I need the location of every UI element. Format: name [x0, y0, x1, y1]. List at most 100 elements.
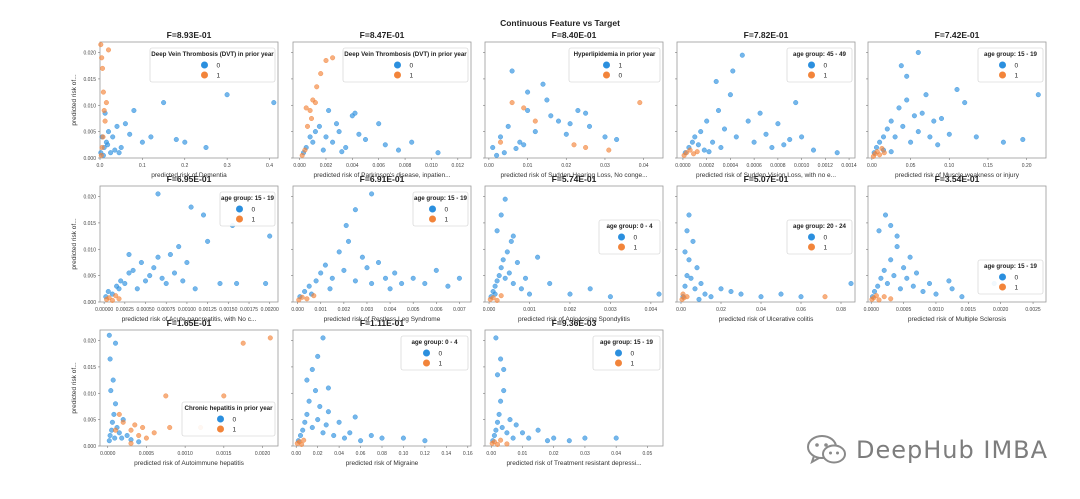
x-tick-label: 0.10 [399, 451, 409, 457]
data-point [876, 228, 882, 234]
data-point [140, 425, 146, 431]
data-point [566, 438, 572, 444]
data-point [109, 419, 115, 425]
x-tick-label: 0.002 [320, 163, 333, 169]
data-point [358, 438, 364, 444]
data-point [877, 139, 883, 145]
data-point [120, 419, 126, 425]
x-tick-label: 0.04 [639, 163, 649, 169]
data-point [409, 139, 415, 145]
legend-marker-1 [808, 71, 815, 79]
data-point [508, 238, 514, 244]
watermark-text: DeepHub IMBA [856, 436, 1049, 464]
data-point [718, 144, 724, 150]
legend-label-0: 0 [1015, 63, 1019, 70]
subplot-12: F=1.11E-01 0.00 0.02 0.04 0.06 0.08 0.10 0.12 0.… [291, 318, 473, 467]
data-point [521, 105, 527, 111]
data-point [299, 152, 305, 158]
y-tick-label: 0.020 [83, 51, 96, 57]
data-point [217, 281, 223, 287]
data-point [888, 118, 894, 124]
data-point [494, 152, 500, 158]
x-tick-label: 0.0008 [770, 163, 786, 169]
data-point [509, 100, 515, 106]
data-point [894, 244, 900, 250]
subplot-title: F=5.07E-01 [744, 174, 789, 184]
data-point [498, 265, 504, 271]
data-point [112, 147, 118, 153]
data-point [376, 260, 382, 266]
data-point [114, 123, 120, 129]
data-point [118, 278, 124, 284]
data-point [119, 435, 125, 441]
series-1 [98, 42, 111, 158]
data-point [105, 142, 111, 148]
data-point [116, 411, 122, 417]
data-point [716, 107, 722, 113]
data-point [514, 260, 520, 266]
y-tick-label: 0.010 [83, 103, 96, 109]
x-tick-label: 0.0005 [896, 307, 912, 313]
x-tick-label: 0.006 [430, 307, 443, 313]
data-point [504, 441, 510, 447]
data-point [304, 377, 310, 383]
data-point [267, 233, 273, 239]
data-point [163, 393, 169, 399]
data-point [303, 105, 309, 111]
data-point [1000, 139, 1006, 145]
data-point [582, 435, 588, 441]
data-point [126, 251, 132, 257]
data-point [535, 427, 541, 433]
data-point [684, 294, 690, 300]
data-point [525, 89, 531, 95]
data-point [346, 238, 352, 244]
legend-marker-1 [999, 283, 1006, 291]
data-point [606, 147, 612, 153]
data-point [307, 107, 313, 113]
data-point [888, 222, 894, 228]
legend-label-0: 0 [439, 351, 443, 358]
subplot-grid: F=8.93E-010.0000.0050.0100.0150.0200.0 0.… [71, 30, 1047, 467]
data-point [513, 145, 519, 151]
data-point [323, 58, 329, 64]
data-point [532, 129, 538, 135]
data-point [696, 296, 702, 302]
data-point [494, 228, 500, 234]
subplot-title: F=9.36E-03 [552, 318, 597, 328]
data-point [544, 97, 550, 103]
legend: age group: 0 - 4 0 1 [598, 219, 661, 255]
data-point [872, 289, 878, 295]
x-tick-label: 0.0015 [216, 451, 232, 457]
x-tick-label: 0.08 [377, 451, 387, 457]
data-point [896, 105, 902, 111]
legend-label-0: 0 [410, 63, 414, 70]
legend-title: age group: 20 - 24 [793, 223, 847, 230]
x-tick-label: 0.02 [716, 307, 726, 313]
data-point [311, 293, 317, 299]
data-point [884, 281, 890, 287]
data-point [492, 283, 498, 289]
y-axis-label: predicted risk of... [71, 74, 78, 125]
x-tick-label: 0.1 [139, 163, 146, 169]
data-point [811, 147, 817, 153]
data-point [939, 115, 945, 121]
data-point [881, 150, 887, 156]
legend-label-0: 0 [233, 417, 237, 424]
data-point [122, 281, 128, 287]
data-point [124, 433, 130, 439]
x-axis-label: predicted risk of Treatment resistant de… [506, 460, 641, 467]
x-tick-label: 0.00 [291, 451, 301, 457]
data-point [298, 433, 304, 439]
data-point [687, 147, 693, 153]
data-point [602, 134, 608, 140]
x-tick-label: 0.003 [604, 307, 617, 313]
data-point [545, 438, 551, 444]
data-point [495, 419, 501, 425]
data-point [692, 286, 698, 292]
legend-marker-0 [429, 205, 436, 213]
data-point [706, 149, 712, 155]
series-0 [682, 52, 840, 156]
data-point [713, 78, 719, 84]
data-point [781, 142, 787, 148]
data-point [313, 278, 319, 284]
